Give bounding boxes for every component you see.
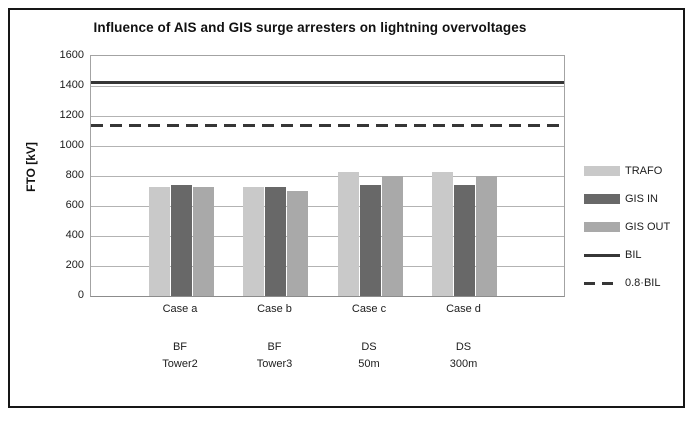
chart-figure: Influence of AIS and GIS surge arresters… [8,8,685,408]
x-subcategory-label: DS 300m [449,341,478,370]
y-tick-label: 200 [65,259,84,271]
legend-swatch-0-8-bil [584,281,620,285]
y-axis-title: FTO [kV] [24,142,38,192]
legend-label: GIS OUT [625,221,671,233]
bar-gis-out [192,187,214,296]
gridline [91,85,564,87]
gridline [91,175,564,177]
bar-trafo [148,186,170,296]
legend-item: GIS OUT [584,213,670,241]
x-category-label: Case d [446,303,481,315]
y-tick-label: 1400 [59,79,84,91]
gridline [91,145,564,147]
bar-gis-out [381,176,403,296]
x-category-label: Case c [351,303,387,315]
legend-swatch-gis-out [584,222,620,232]
legend-label: 0.8·BIL [625,277,661,289]
bar-group [432,172,497,296]
y-tick-label: 0 [77,289,84,301]
legend-swatch-gis-in [584,194,620,204]
bar-group [337,172,403,296]
ref-line-BIL [91,80,564,84]
y-tick-label: 400 [65,229,84,241]
bar-gis-out [287,191,308,296]
legend-item: 0.8·BIL [584,269,670,297]
gridline [91,265,564,267]
ref-line-0-8-BIL [91,123,564,127]
legend-label: GIS IN [625,193,659,205]
x-subcategory-label: BF Tower3 [256,341,293,370]
bar-trafo [337,172,359,296]
legend-swatch-trafo [584,166,620,176]
legend: TRAFO GIS IN GIS OUT BIL 0.8·BIL [584,157,670,297]
gridline [91,235,564,237]
bar-gis-out [476,176,497,296]
y-tick-label: 800 [65,169,84,181]
y-tick-label: 1200 [59,109,84,121]
bar-gis-in [265,186,286,296]
legend-item: BIL [584,241,670,269]
x-subcategory-label: DS 50m [358,341,380,370]
legend-swatch-bil [584,253,620,257]
x-category-label: Case a [162,303,198,315]
y-tick-label: 600 [65,199,84,211]
bar-group [243,186,308,296]
chart-title: Influence of AIS and GIS surge arresters… [93,20,527,35]
y-tick-label: 1000 [59,139,84,151]
bar-trafo [432,172,453,296]
legend-label: TRAFO [625,165,663,177]
y-tick-label: 1600 [59,49,84,61]
bar-gis-in [454,185,475,296]
legend-label: BIL [625,249,642,261]
plot-area [90,55,565,297]
bar-trafo [243,186,264,296]
x-category-label: Case b [257,303,292,315]
legend-item: TRAFO [584,157,670,185]
x-subcategory-label: BF Tower2 [162,341,198,370]
bar-gis-in [359,185,381,296]
gridline [91,205,564,207]
gridline [91,115,564,117]
bar-gis-in [170,185,192,296]
legend-item: GIS IN [584,185,670,213]
bar-group [148,185,214,296]
